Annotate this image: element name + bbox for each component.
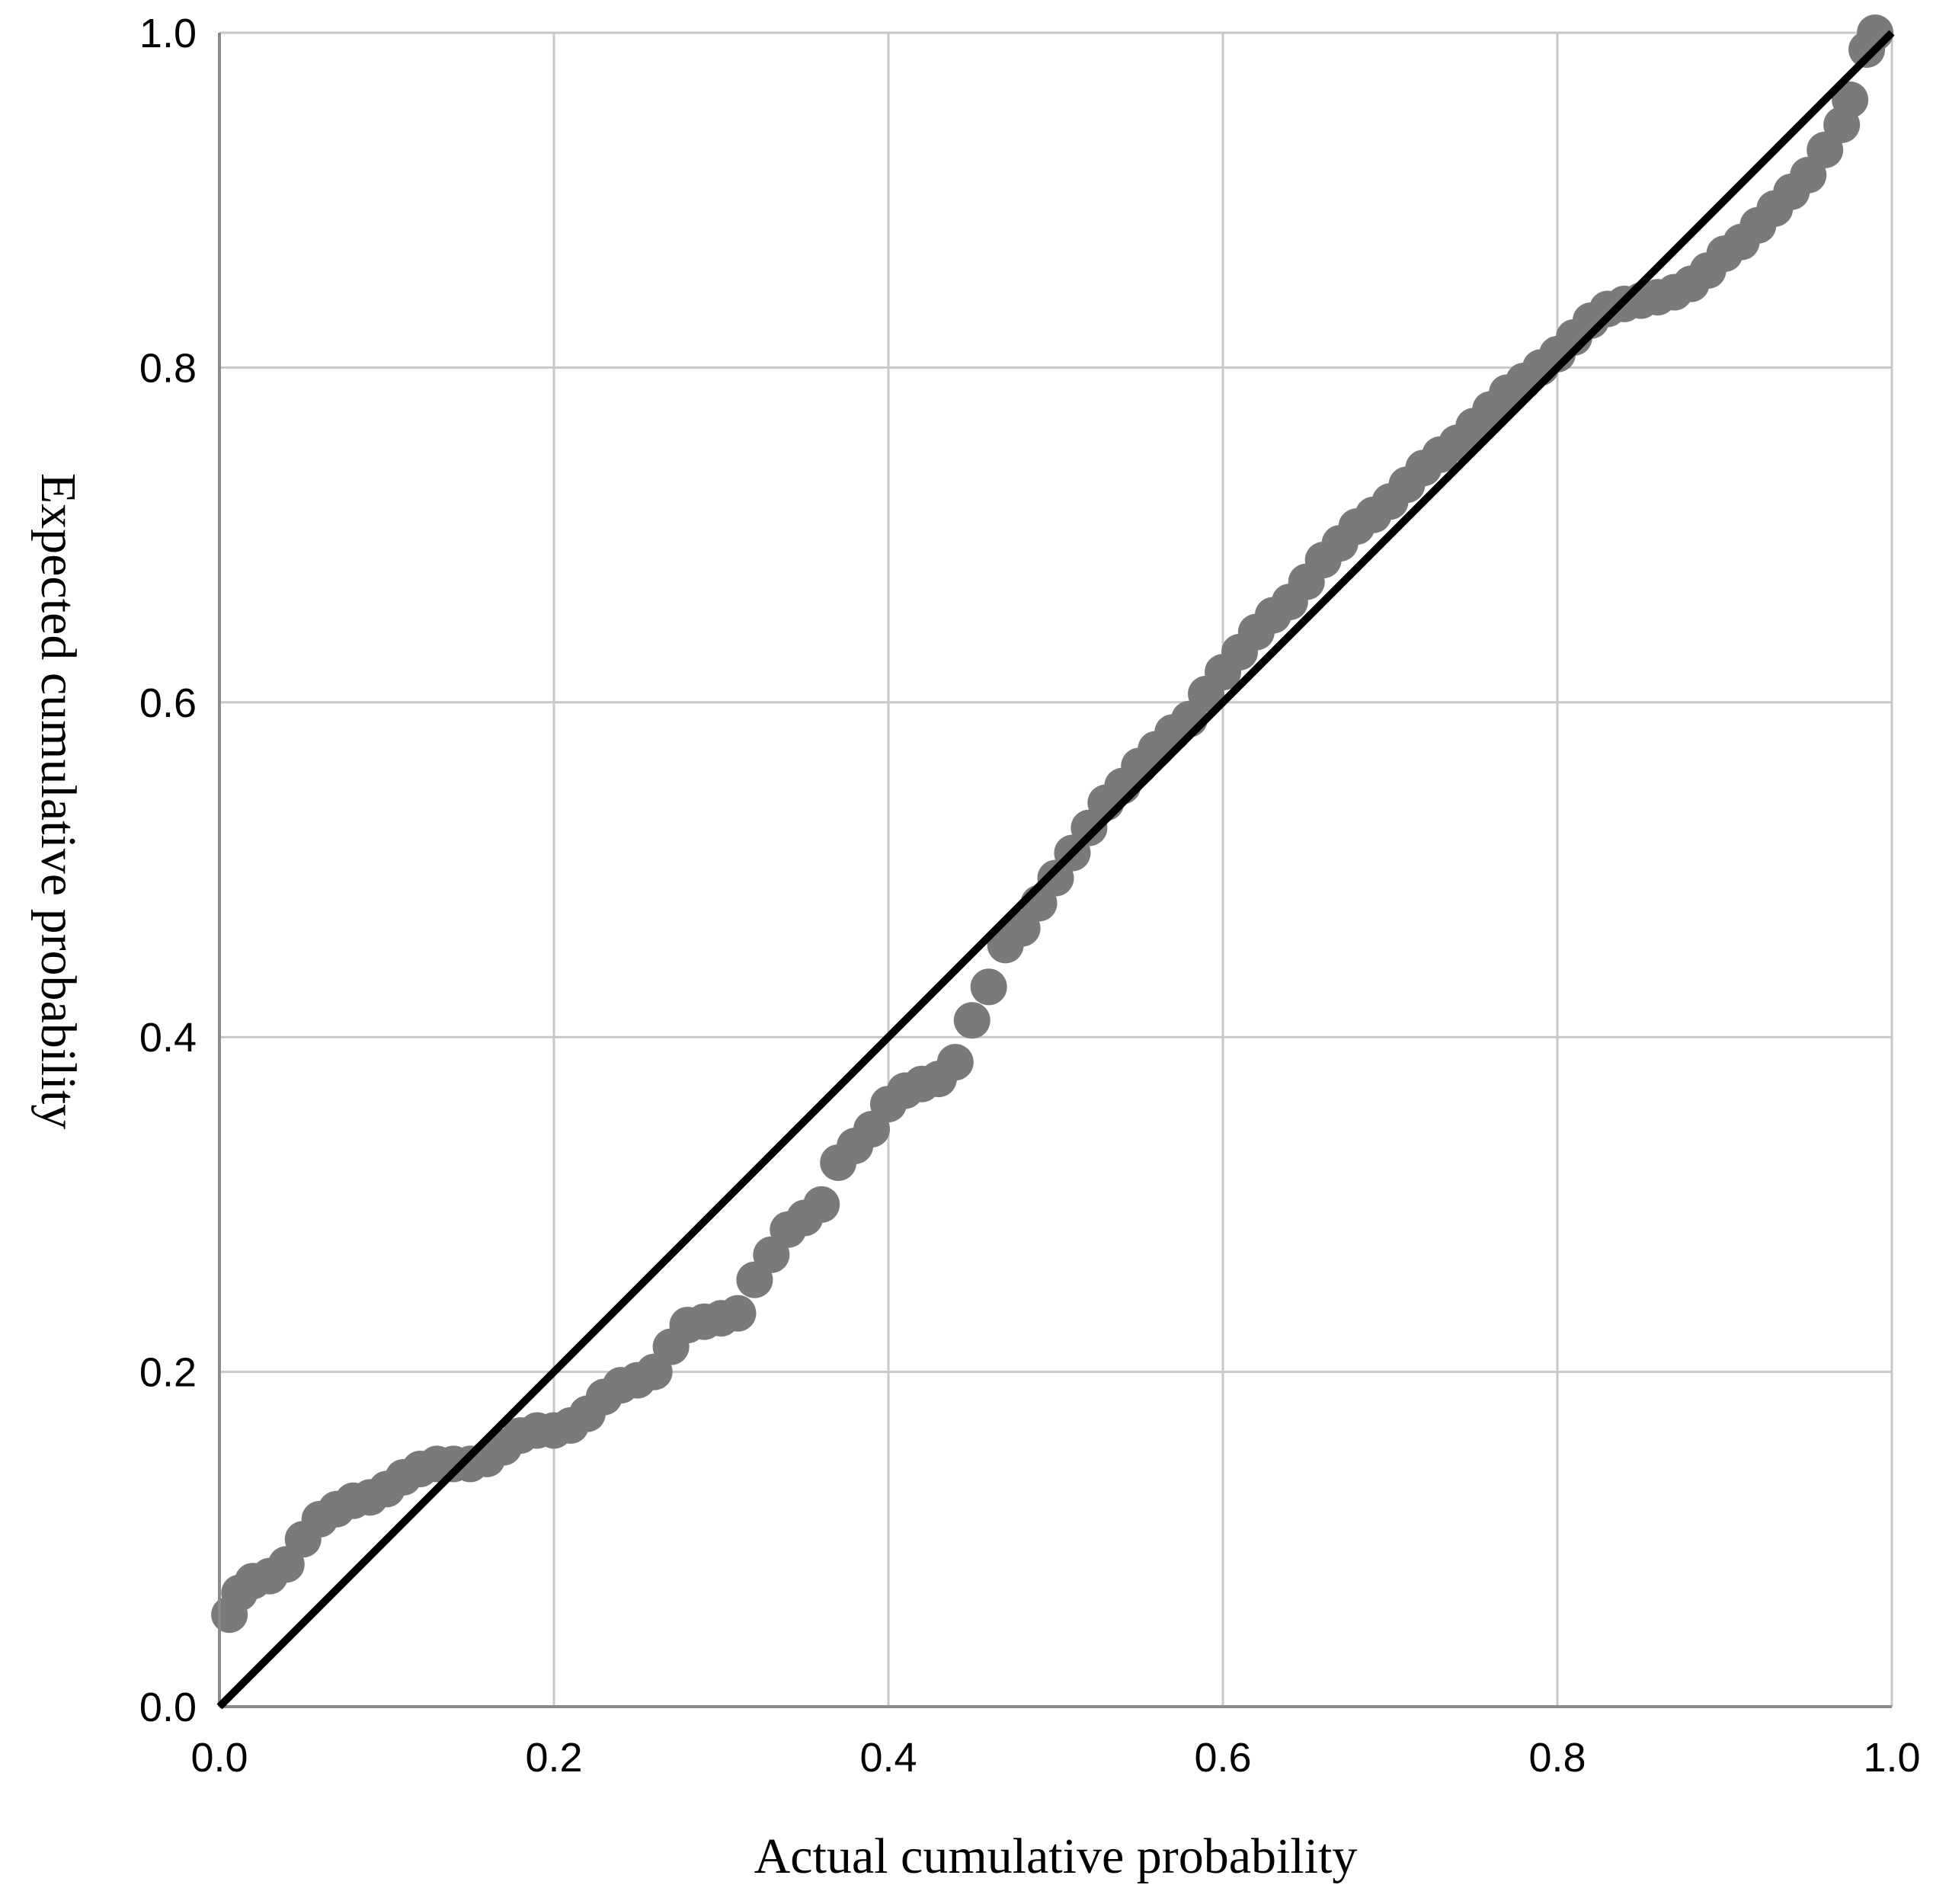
x-axis-title: Actual cumulative probability [754,1829,1358,1884]
data-point [936,1044,974,1081]
reference-line-group [216,30,1895,1710]
data-point [1832,81,1869,118]
x-tick-label: 0.2 [525,1735,582,1781]
y-tick-label: 0.6 [139,680,197,726]
x-tick-label: 1.0 [1863,1735,1920,1781]
x-tick-label: 0.4 [859,1735,917,1781]
x-tick-labels: 0.0 0.2 0.4 0.6 0.8 1.0 [190,1735,1920,1781]
data-point [803,1186,840,1223]
data-point [970,968,1007,1006]
y-tick-labels: 0.0 0.2 0.4 0.6 0.8 1.0 [139,11,197,1730]
x-tick-label: 0.8 [1528,1735,1586,1781]
y-tick-label: 1.0 [139,11,197,56]
grid-lines [218,31,1893,1708]
y-tick-label: 0.4 [139,1015,197,1061]
y-tick-label: 0.8 [139,345,197,391]
y-tick-label: 0.0 [139,1685,197,1730]
data-point [719,1294,757,1332]
y-tick-label: 0.2 [139,1350,197,1396]
data-points [211,14,1894,1634]
x-tick-label: 0.6 [1194,1735,1251,1781]
axes [218,33,1892,1708]
x-tick-label: 0.0 [190,1735,248,1781]
y-axis-title: Expected cumulative probability [30,473,86,1129]
reference-line [216,30,1895,1710]
data-point [953,1002,991,1039]
